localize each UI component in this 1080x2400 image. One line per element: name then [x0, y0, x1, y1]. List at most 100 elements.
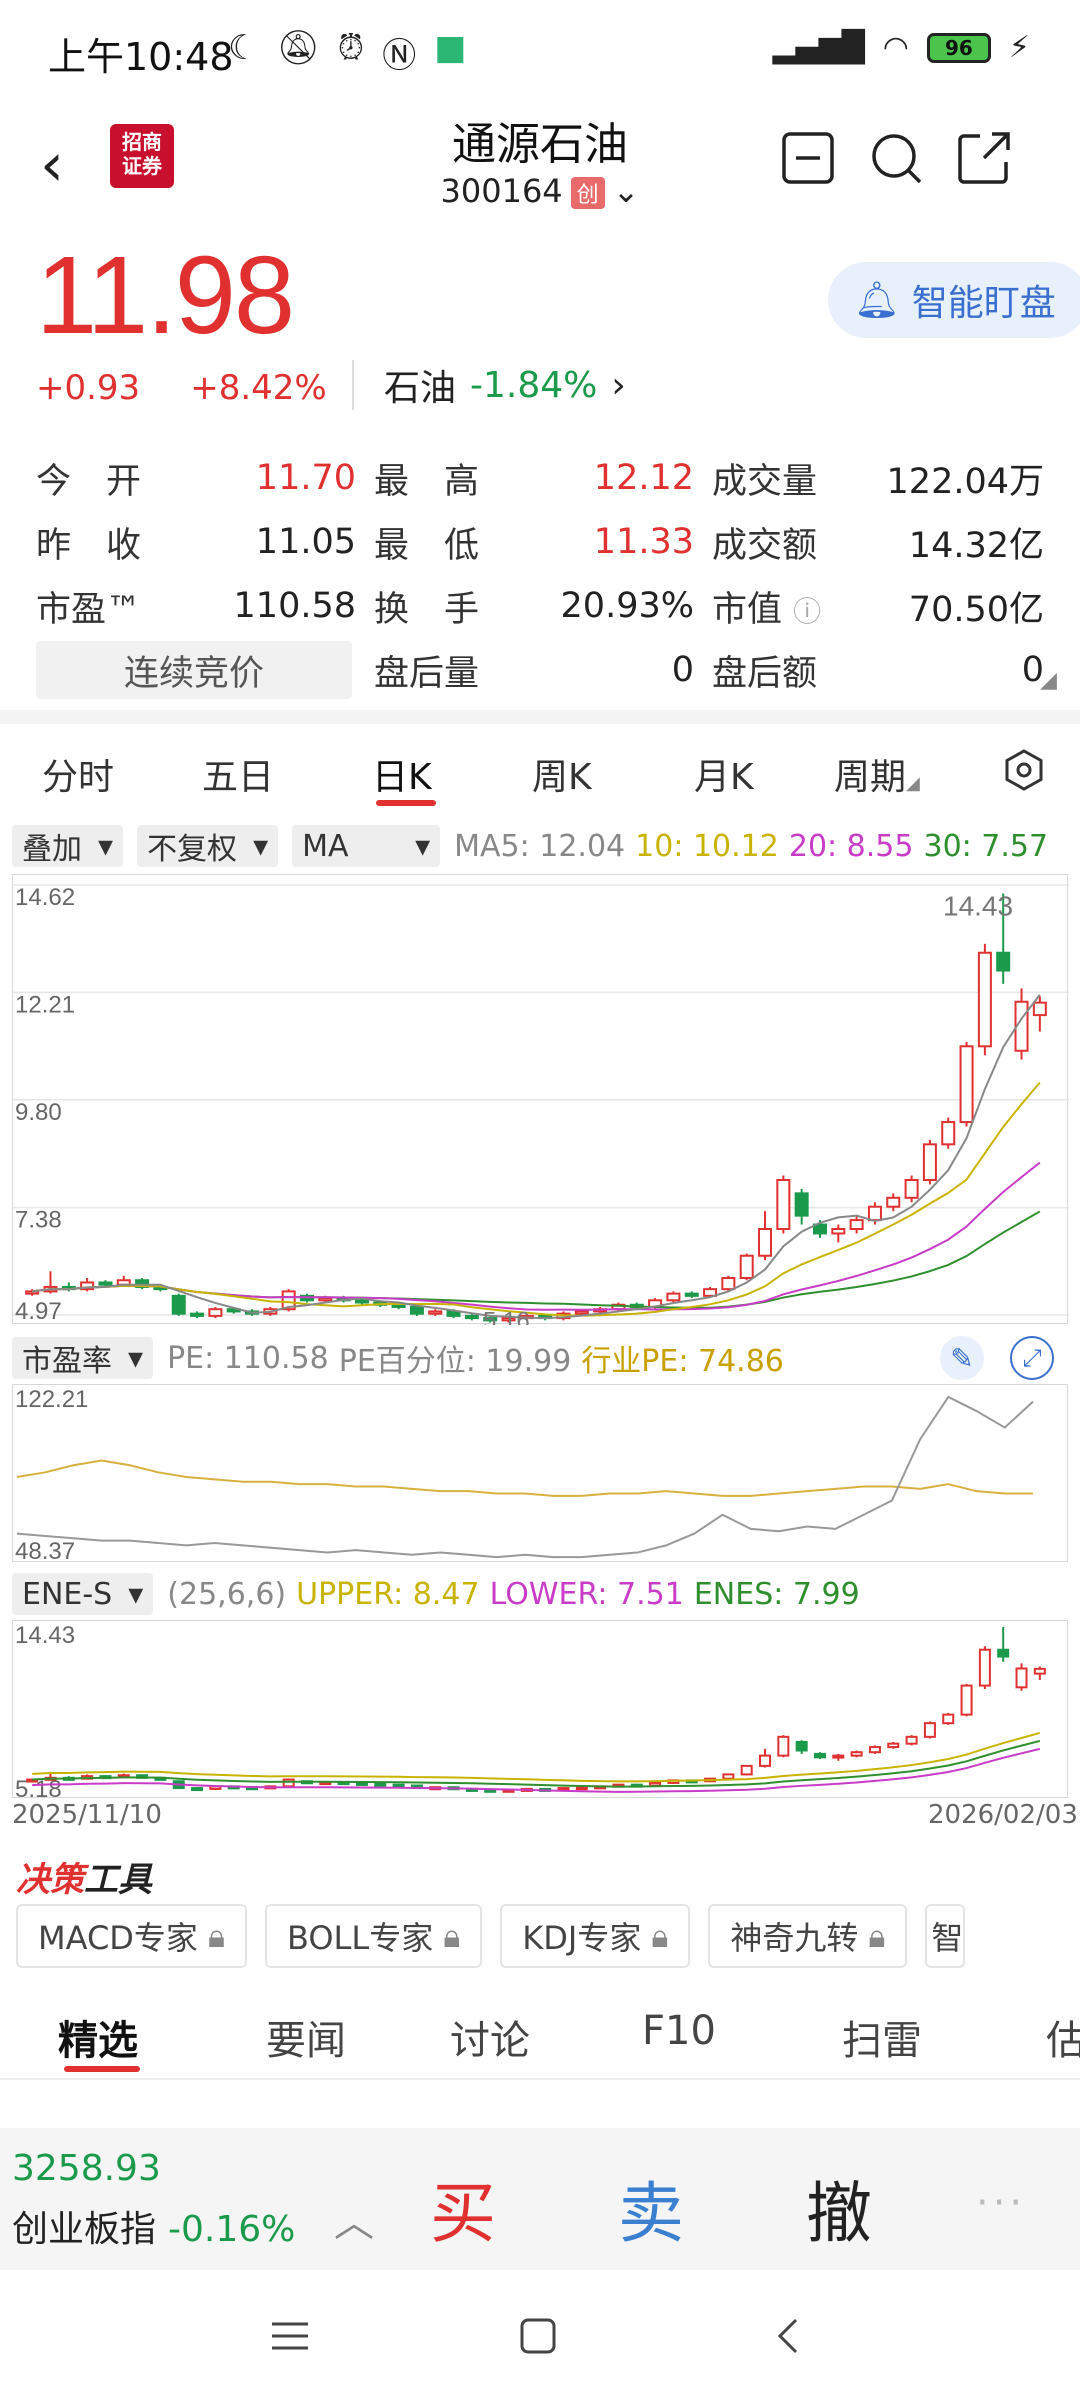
alarm-icon: ⏰︎: [337, 28, 365, 68]
news-tab-discussion[interactable]: 讨论: [450, 2018, 530, 2064]
system-nav-bar: [0, 2280, 1080, 2400]
overlay-dropdown[interactable]: 叠加 ▾: [12, 825, 124, 867]
back-button[interactable]: ‹: [40, 130, 64, 200]
ma-dropdown[interactable]: MA ▾: [292, 825, 441, 867]
menu-icon[interactable]: [270, 2316, 310, 2356]
candle-up: [886, 1196, 901, 1208]
stock-code-row[interactable]: 300164 创 ⌄: [0, 172, 1080, 210]
candle-down: [191, 1787, 204, 1792]
candle-down: [354, 1299, 369, 1304]
news-tab-valuation[interactable]: 估: [1046, 2018, 1080, 2064]
news-tab-f10[interactable]: F10: [642, 2008, 716, 2054]
cancel-order-button[interactable]: 撤: [806, 2175, 872, 2252]
search-icon[interactable]: [868, 130, 924, 186]
header: ‹ 招商 证券 通源石油 300164 创 ⌄: [0, 100, 1080, 230]
tab-period[interactable]: 周期◢: [834, 748, 920, 800]
candle-up: [1032, 1001, 1047, 1017]
ene-upper: UPPER: 8.47: [296, 1576, 480, 1612]
tool-nine-turns[interactable]: 神奇九转 🔒︎: [708, 1904, 908, 1968]
chevron-right-icon: ›: [611, 364, 626, 406]
stats-row: 市盈™ 110.58 换 手 20.93% 市值 ⓘ 70.50亿: [36, 574, 1046, 638]
ene-mid-line: [32, 1739, 1041, 1788]
y-tick-label: 122.21: [15, 1386, 88, 1413]
tab-period-label: 周期: [834, 757, 907, 798]
index-name-row[interactable]: 创业板指 -0.16%: [12, 2200, 295, 2252]
chevron-up-icon[interactable]: ︿: [334, 2200, 374, 2246]
industry-pe-line: [16, 1459, 1033, 1497]
stat-label: 今 开: [36, 461, 142, 502]
tool-macd[interactable]: MACD专家 🔒︎: [16, 1904, 247, 1968]
tab-five-day[interactable]: 五日: [202, 757, 275, 798]
ene-chart-svg: 14.435.18: [15, 1622, 1046, 1803]
ene-params: (25,6,6): [167, 1576, 287, 1612]
ma5-value: MA5: 12.04: [454, 828, 626, 864]
tab-intraday[interactable]: 分时: [42, 757, 115, 798]
charging-icon: ⚡︎: [1008, 30, 1030, 65]
candle-up: [832, 1754, 845, 1759]
tab-monthly-k[interactable]: 月K: [694, 757, 754, 798]
bell-icon: 🔔︎: [854, 280, 900, 321]
stat-label: 最 低: [374, 525, 480, 566]
pe-dropdown[interactable]: 市盈率 ▾: [12, 1337, 154, 1379]
chart-settings-icon[interactable]: [1002, 748, 1046, 792]
candle-up: [777, 1735, 790, 1757]
candle-up: [25, 1290, 40, 1295]
stat-value: 12.12: [593, 458, 694, 498]
stat-value: 110.58: [233, 586, 356, 626]
smart-watch-button[interactable]: 🔔︎ 智能盯盘: [828, 262, 1080, 338]
kline-chart[interactable]: 14.62 12.21 9.80 7.38 4.97 14.43 5.16: [12, 874, 1069, 1334]
minimize-icon[interactable]: [780, 130, 836, 186]
moon-icon: ☾: [228, 28, 259, 68]
candle-up: [557, 1787, 570, 1792]
back-nav-icon[interactable]: [768, 2316, 808, 2356]
ene-dropdown[interactable]: ENE-S ▾: [12, 1573, 154, 1615]
tools-row: MACD专家 🔒︎ BOLL专家 🔒︎ KDJ专家 🔒︎ 神奇九转 🔒︎ 智: [16, 1904, 966, 1968]
pe-chart[interactable]: 122.21 48.37: [12, 1384, 1068, 1565]
x-axis-end-date: 2026/02/03: [928, 1800, 1078, 1830]
buy-button[interactable]: 买: [430, 2175, 496, 2252]
news-tab-headlines[interactable]: 要闻: [266, 2018, 346, 2064]
stat-value: 0: [671, 650, 694, 690]
sell-button[interactable]: 卖: [618, 2175, 684, 2252]
candle-up: [318, 1297, 333, 1302]
tool-kdj[interactable]: KDJ专家 🔒︎: [500, 1904, 691, 1968]
candle-up: [208, 1308, 223, 1317]
more-icon[interactable]: ···: [976, 2180, 1027, 2226]
price-change-row: +0.93 +8.42%: [36, 368, 327, 408]
expand-corner-icon[interactable]: ◢: [1040, 668, 1057, 693]
ene-chart[interactable]: 14.43 5.18: [12, 1620, 1068, 1803]
stat-value: 70.50亿: [908, 589, 1044, 630]
candle-up: [942, 1713, 955, 1725]
price-change-pct: +8.42%: [190, 368, 327, 408]
overlay-label: 叠加: [22, 832, 82, 867]
candle-down: [190, 1312, 205, 1317]
lock-icon: 🔒︎: [207, 1916, 225, 1955]
news-tab-risk-scan[interactable]: 扫雷: [842, 2018, 922, 2064]
index-value[interactable]: 3258.93: [12, 2148, 161, 2189]
adjust-dropdown[interactable]: 不复权 ▾: [137, 825, 279, 867]
trading-status: 连续竞价: [36, 641, 352, 699]
sector-link[interactable]: 石油 -1.84% ›: [352, 360, 626, 410]
candle-up: [666, 1292, 681, 1302]
ma30-value: 30: 7.57: [923, 828, 1049, 864]
price-change: +0.93: [36, 368, 141, 408]
candle-up: [281, 1290, 296, 1311]
info-icon[interactable]: ⓘ: [793, 594, 822, 628]
tab-daily-k[interactable]: 日K: [372, 757, 432, 798]
status-right: ▂▄▆█ ◠ 96 ⚡︎: [772, 30, 1030, 65]
status-bar: 上午10:48 ☾ 🔕︎ ⏰︎ Ⓝ ■ ▂▄▆█ ◠ 96 ⚡︎: [0, 0, 1080, 100]
fullscreen-icon[interactable]: ⤢: [1010, 1336, 1054, 1380]
home-icon[interactable]: [518, 2316, 558, 2356]
stats-grid: 今 开 11.70 最 高 12.12 成交量 122.04万 昨 收 11.05 最 …: [36, 446, 1046, 702]
smart-watch-label: 智能盯盘: [911, 283, 1056, 324]
edit-pencil-icon[interactable]: ✎: [940, 1336, 984, 1380]
candle-up: [574, 1310, 589, 1315]
caret-down-icon: ▾: [128, 1576, 144, 1612]
tool-boll[interactable]: BOLL专家 🔒︎: [264, 1904, 483, 1968]
tab-weekly-k[interactable]: 周K: [532, 757, 592, 798]
candle-up: [501, 1317, 516, 1322]
share-icon[interactable]: [956, 130, 1012, 186]
news-tab-featured[interactable]: 精选: [58, 2018, 138, 2064]
tool-more[interactable]: 智: [925, 1904, 966, 1968]
stat-label: 成交额: [712, 525, 818, 566]
